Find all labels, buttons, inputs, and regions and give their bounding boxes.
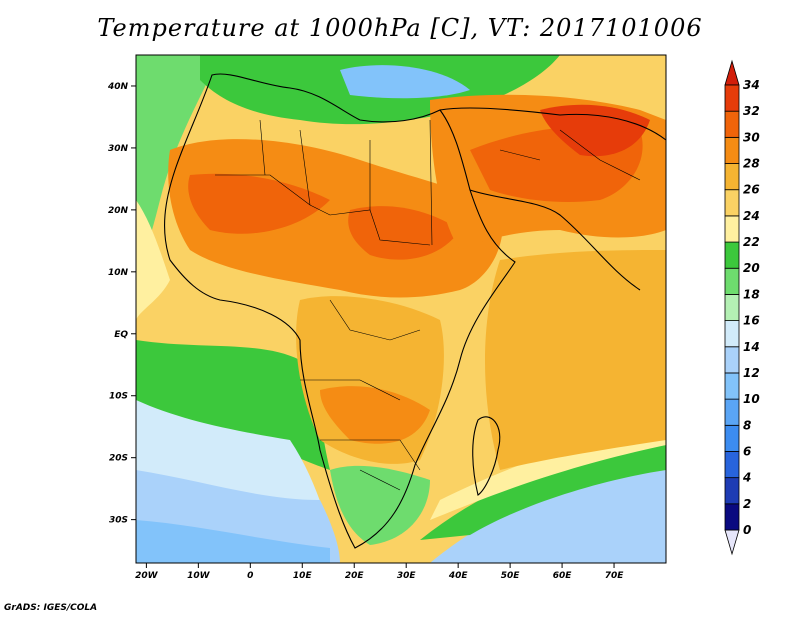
colorbar-label: 10	[743, 392, 760, 406]
colorbar-swatch	[724, 110, 740, 138]
colorbar-swatch	[724, 372, 740, 400]
colorbar-swatch	[724, 424, 740, 452]
colorbar-label: 2	[743, 497, 751, 511]
colorbar-label: 26	[743, 183, 760, 197]
x-tick-label: 10E	[293, 571, 313, 581]
y-tick-label: EQ	[114, 330, 128, 340]
x-tick-label: 60E	[553, 571, 573, 581]
x-tick-label: 10W	[187, 571, 211, 581]
colorbar-label: 4	[742, 471, 751, 485]
colorbar-swatch	[724, 320, 740, 348]
colorbar-label: 20	[743, 261, 760, 275]
colorbar-swatch	[724, 84, 740, 112]
y-tick-label: 20N	[108, 206, 129, 216]
x-tick-label: 20E	[345, 571, 365, 581]
colorbar-swatch	[724, 398, 740, 426]
colorbar-swatch	[724, 294, 740, 321]
colorbar-swatch	[724, 451, 740, 479]
colorbar-label: 30	[743, 130, 760, 144]
colorbar-swatch	[724, 215, 740, 243]
x-tick-label: 30E	[397, 571, 417, 581]
colorbar-label: 12	[743, 366, 760, 380]
x-tick-label: 70E	[605, 571, 625, 581]
temperature-field	[136, 55, 666, 563]
map-title: Temperature at 1000hPa [C], VT: 20171010…	[97, 14, 703, 42]
colorbar-swatch	[724, 503, 740, 531]
colorbar-low-triangle	[724, 529, 740, 556]
x-axis: 20W 10W 0 10E 20E 30E 40E 50E 60E 70E	[135, 563, 624, 581]
colorbar-swatch	[724, 477, 740, 505]
colorbar-swatch	[724, 136, 740, 164]
colorbar-high-triangle	[724, 59, 740, 86]
colorbar-swatch	[724, 346, 740, 374]
plot-frame	[135, 54, 667, 564]
footer-credit: GrADS: IGES/COLA	[4, 603, 98, 613]
y-tick-label: 10S	[109, 392, 128, 402]
country-borders	[215, 119, 641, 491]
colorbar-label: 18	[743, 287, 760, 301]
colorbar-swatch	[724, 189, 740, 217]
y-tick-label: 30N	[108, 144, 129, 154]
y-tick-label: 20S	[109, 454, 128, 464]
coastlines	[164, 73, 667, 549]
x-tick-label: 20W	[135, 571, 159, 581]
colorbar-label: 22	[743, 235, 760, 249]
colorbar-swatch	[724, 241, 740, 269]
colorbar-label: 8	[743, 418, 751, 432]
y-axis: 40N 30N 20N 10N EQ 10S 20S 30S	[107, 82, 136, 526]
colorbar-label: 32	[743, 104, 760, 118]
colorbar-label: 0	[743, 523, 751, 537]
colorbar-label: 28	[743, 157, 760, 171]
x-tick-label: 40E	[448, 571, 469, 581]
y-tick-label: 10N	[108, 268, 129, 278]
colorbar-label: 16	[743, 314, 760, 328]
colorbar-label: 6	[743, 444, 751, 458]
colorbar-label: 34	[743, 78, 760, 92]
y-tick-label: 30S	[109, 516, 128, 526]
colorbar-label: 14	[743, 340, 760, 354]
x-tick-label: 50E	[501, 571, 521, 581]
x-tick-label: 0	[247, 571, 253, 581]
colorbar-swatch	[724, 163, 740, 191]
colorbar-swatch	[724, 267, 740, 295]
colorbar-label: 24	[743, 209, 760, 223]
y-tick-label: 40N	[107, 82, 129, 92]
